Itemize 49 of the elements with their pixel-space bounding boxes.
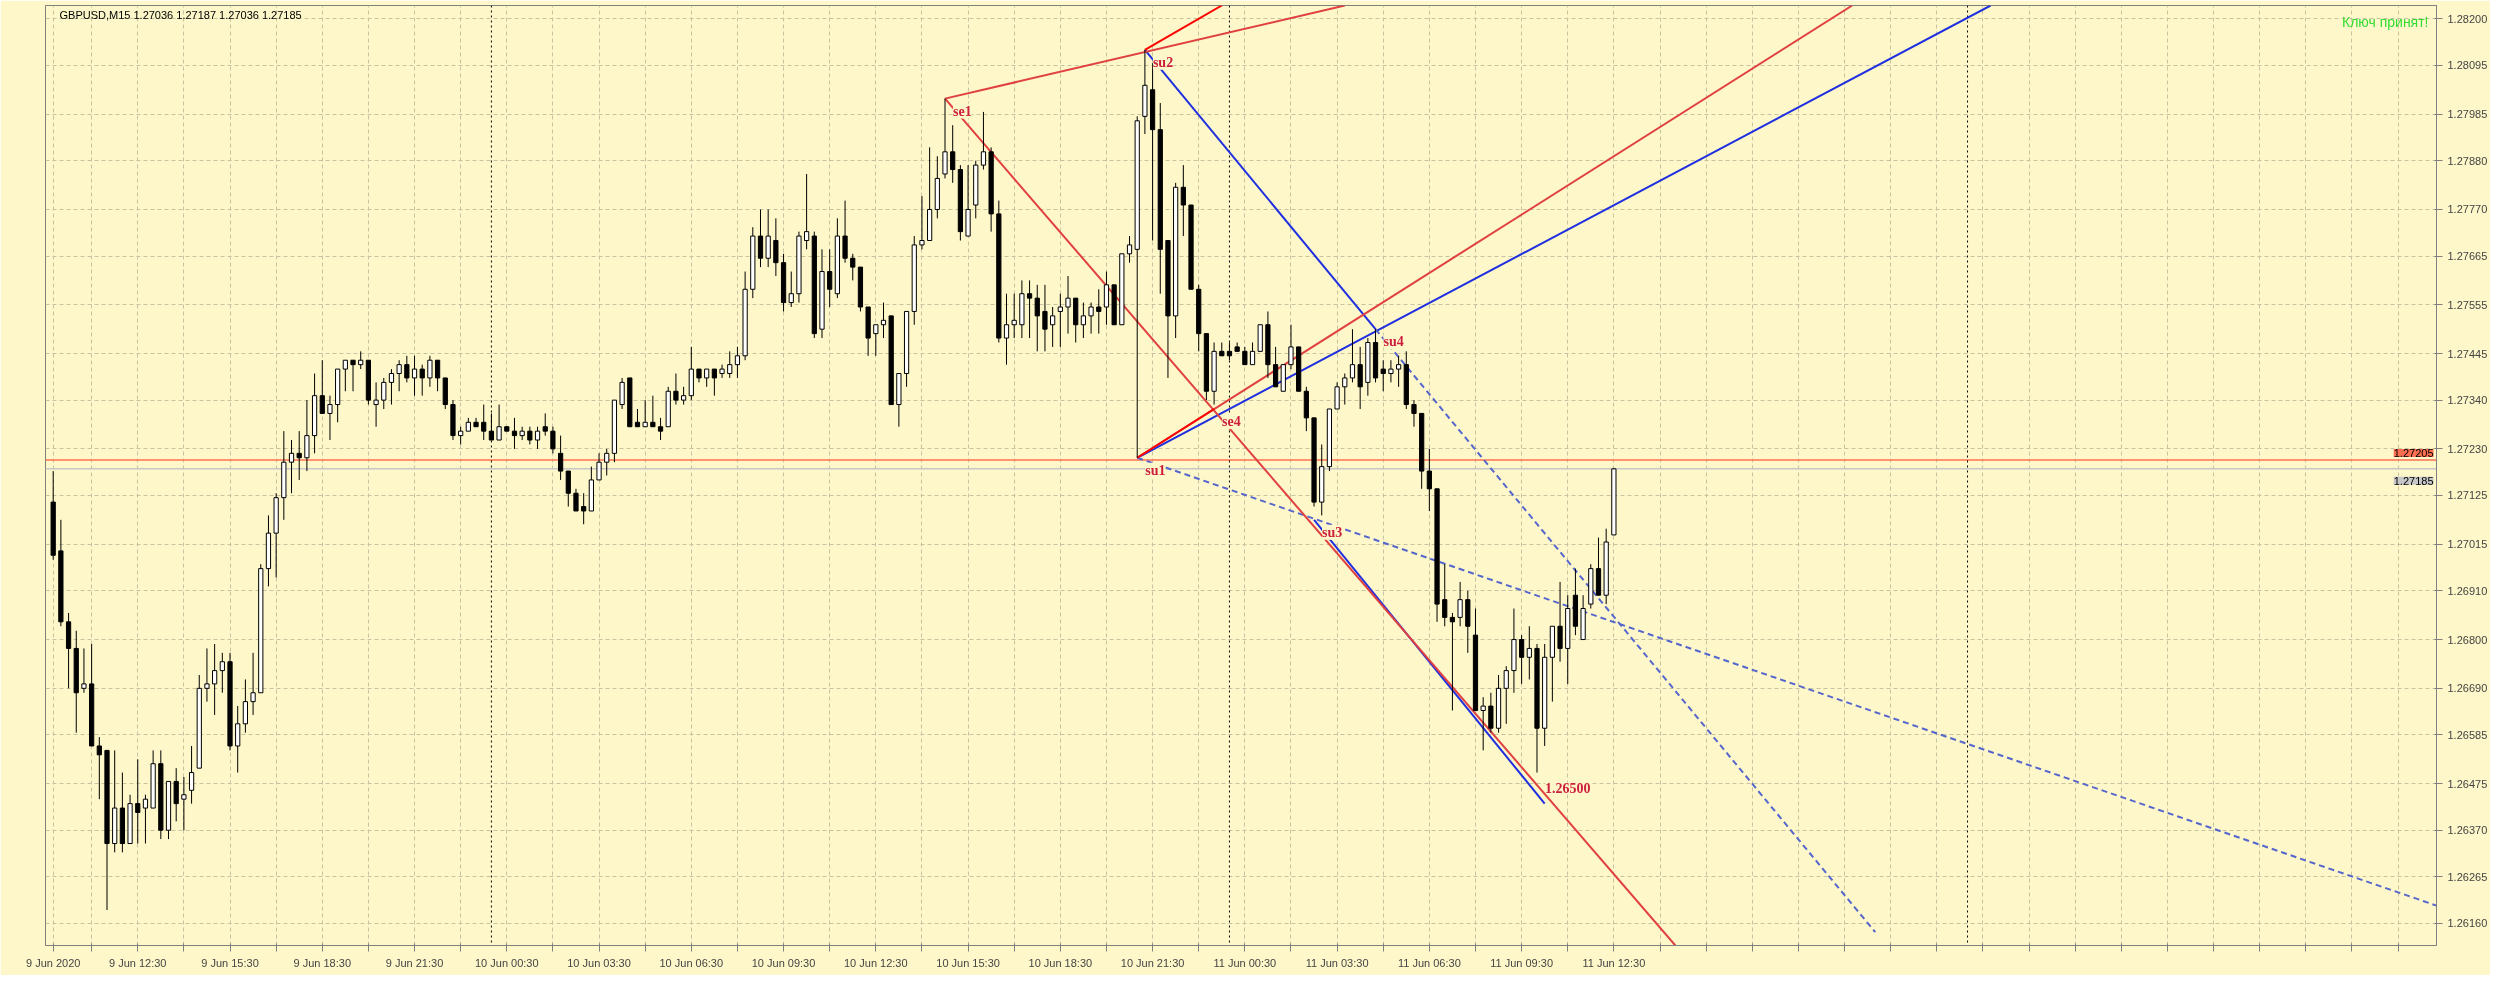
- x-tick-label: 10 Jun 06:30: [659, 956, 724, 969]
- y-tick-label: 1.26265: [2447, 870, 2488, 883]
- y-tick-label: 1.26160: [2447, 917, 2488, 930]
- x-tick-label: 11 Jun 06:30: [1397, 956, 1461, 969]
- annotation: Ключ принят!: [2342, 13, 2429, 30]
- y-tick-label: 1.28200: [2447, 12, 2488, 25]
- x-tick-label: 11 Jun 09:30: [1490, 956, 1554, 969]
- annotation: 1.26500: [1544, 780, 1591, 796]
- x-tick-label: 10 Jun 09:30: [751, 956, 816, 969]
- x-tick-label: 10 Jun 18:30: [1028, 956, 1093, 969]
- x-tick-label: 9 Jun 2020: [25, 956, 81, 969]
- x-tick-label: 11 Jun 03:30: [1305, 956, 1369, 969]
- annotation: se4: [1222, 413, 1241, 429]
- ref-line-label: 1.27205: [2393, 446, 2434, 459]
- y-tick-label: 1.26370: [2447, 824, 2488, 837]
- y-tick-label: 1.27770: [2447, 203, 2488, 216]
- x-tick-label: 9 Jun 18:30: [293, 956, 352, 969]
- x-tick-label: 10 Jun 12:30: [844, 956, 908, 969]
- x-tick-label: 9 Jun 21:30: [385, 956, 444, 969]
- y-tick-label: 1.27880: [2447, 154, 2488, 167]
- y-tick-label: 1.27665: [2447, 250, 2488, 263]
- x-tick-label: 10 Jun 03:30: [567, 956, 631, 969]
- x-tick-label: 10 Jun 00:30: [474, 956, 539, 969]
- y-tick-label: 1.26800: [2447, 633, 2488, 646]
- y-tick-label: 1.26585: [2447, 728, 2488, 741]
- ref-line-label: 1.27185: [2393, 474, 2434, 487]
- y-tick-label: 1.26690: [2447, 682, 2488, 695]
- y-tick-label: 1.28095: [2447, 59, 2488, 72]
- annotation: su2: [1152, 54, 1174, 70]
- x-tick-label: 11 Jun 00:30: [1213, 956, 1277, 969]
- annotation: su4: [1383, 334, 1404, 350]
- x-tick-label: 10 Jun 15:30: [936, 956, 1000, 969]
- x-tick-label: 9 Jun 12:30: [109, 956, 167, 969]
- y-tick-label: 1.26910: [2447, 584, 2488, 597]
- x-tick-label: 11 Jun 12:30: [1582, 956, 1646, 969]
- y-tick-label: 1.27015: [2447, 538, 2488, 551]
- x-tick-label: 10 Jun 21:30: [1120, 956, 1185, 969]
- y-tick-label: 1.27125: [2447, 489, 2488, 502]
- annotation: su3: [1322, 524, 1343, 540]
- y-tick-label: 1.27340: [2447, 394, 2488, 407]
- annotation: se1: [953, 103, 972, 119]
- y-tick-label: 1.27555: [2447, 298, 2488, 311]
- y-tick-label: 1.26475: [2447, 777, 2488, 790]
- annotation: su1: [1145, 462, 1166, 478]
- x-tick-label: 9 Jun 15:30: [201, 956, 259, 969]
- chart-title: GBPUSD,M15 1.27036 1.27187 1.27036 1.27185: [59, 8, 302, 21]
- y-tick-label: 1.27445: [2447, 347, 2488, 360]
- y-tick-label: 1.27985: [2447, 108, 2488, 121]
- y-tick-label: 1.27230: [2447, 442, 2488, 455]
